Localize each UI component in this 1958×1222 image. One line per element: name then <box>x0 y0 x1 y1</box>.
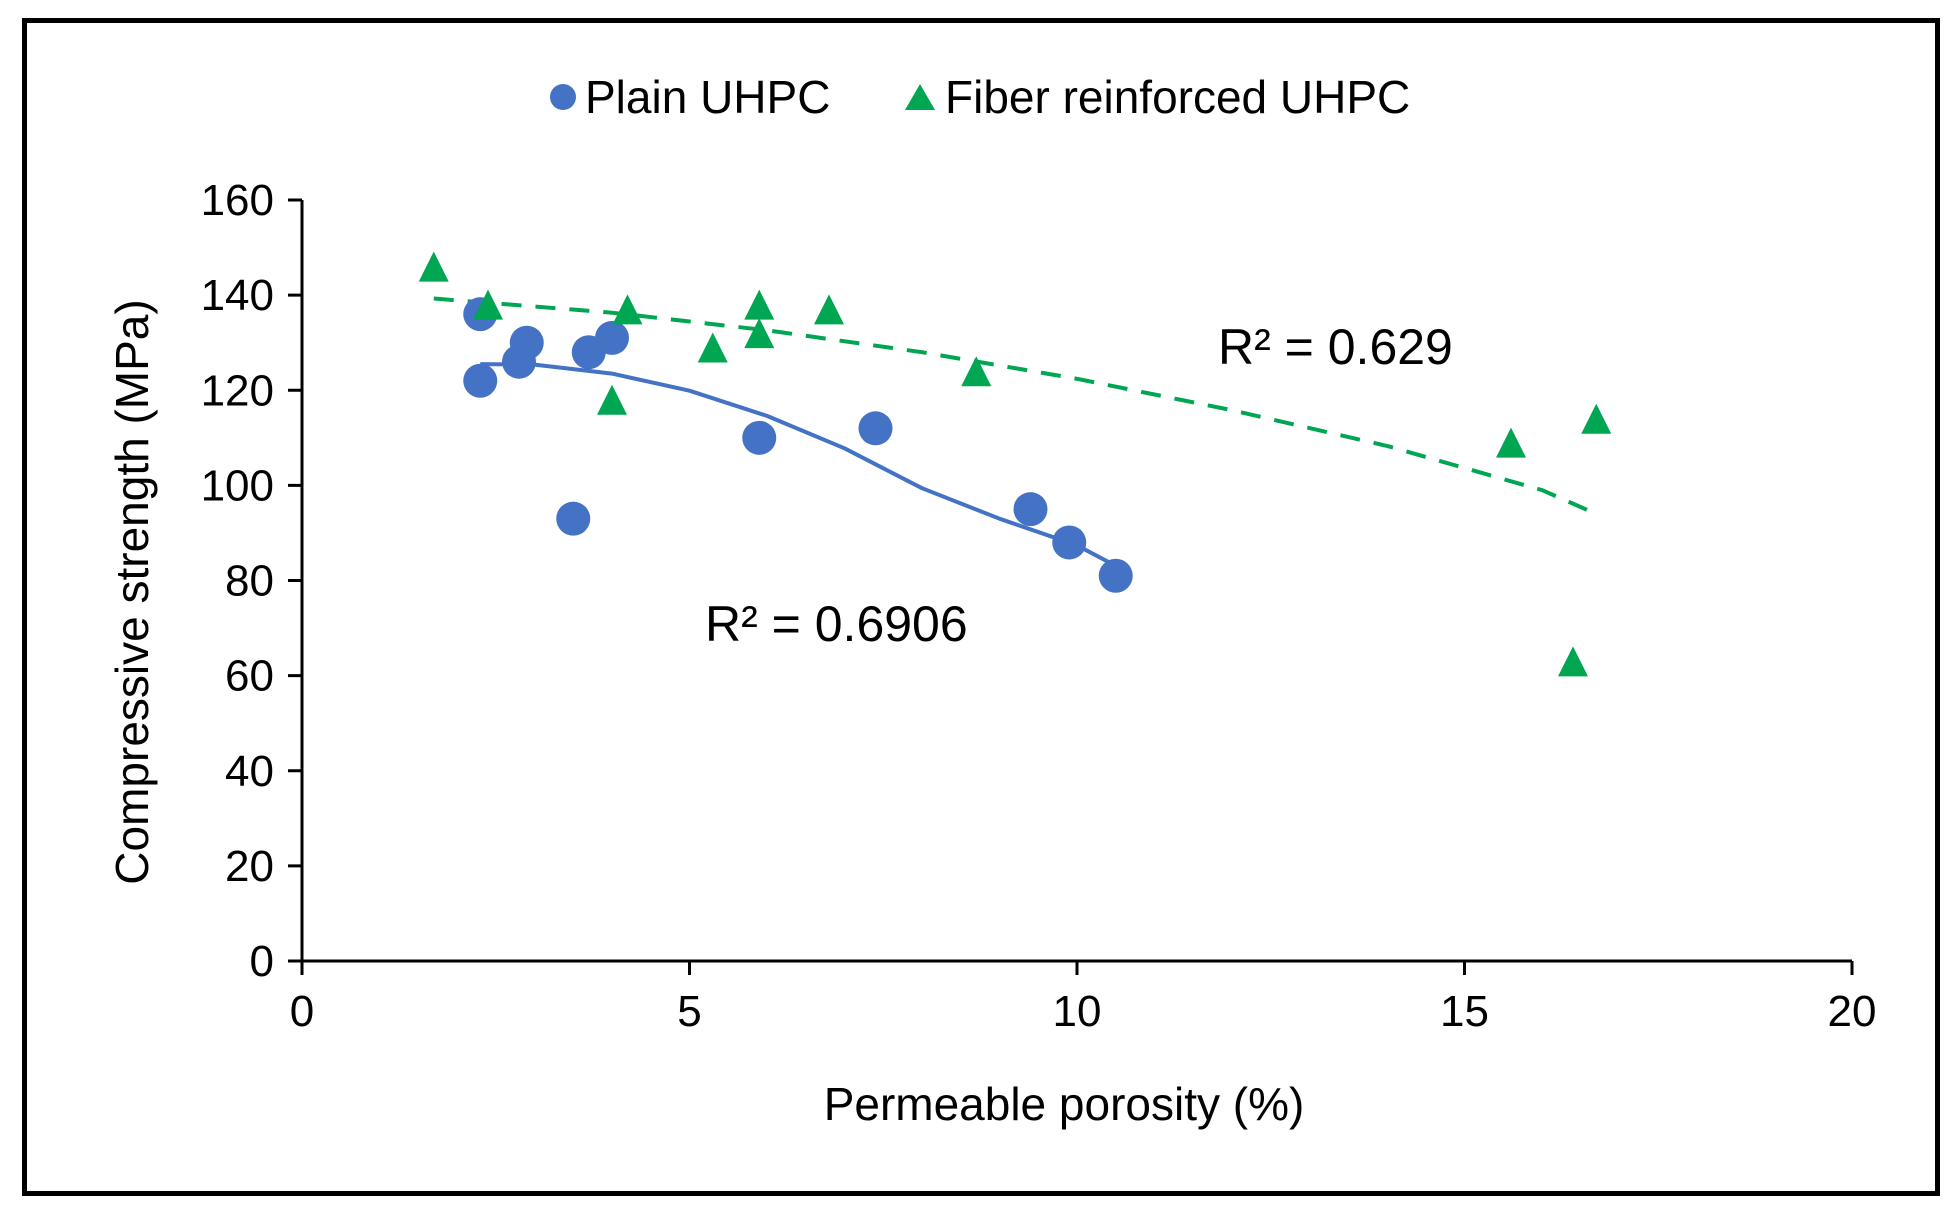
chart-frame <box>22 18 1940 1196</box>
legend-marker-fiber-uhpc <box>905 84 935 110</box>
x-tick-label: 20 <box>1828 987 1877 1036</box>
data-point-plain-uhpc <box>858 411 893 446</box>
legend-label-fiber-uhpc: Fiber reinforced UHPC <box>945 71 1410 123</box>
data-point-plain-uhpc <box>463 363 498 398</box>
data-point-fiber-uhpc <box>744 289 775 320</box>
axes <box>300 200 1852 963</box>
data-point-plain-uhpc <box>509 325 544 360</box>
y-tick-label: 60 <box>225 652 274 701</box>
data-point-fiber-uhpc <box>814 294 844 325</box>
data-point-plain-uhpc <box>1098 558 1133 593</box>
data-point-fiber-uhpc <box>597 384 627 415</box>
y-tick-label: 20 <box>225 842 274 891</box>
trendlines <box>433 296 1598 572</box>
data-points <box>418 251 1612 677</box>
data-point-plain-uhpc <box>742 420 777 455</box>
data-point-plain-uhpc <box>1052 525 1087 560</box>
data-point-plain-uhpc <box>556 501 591 536</box>
legend-marker-plain-uhpc <box>550 84 576 110</box>
y-tick-label: 0 <box>250 937 274 986</box>
data-point-fiber-uhpc <box>744 318 775 349</box>
trendline-fiber-uhpc <box>433 296 1598 516</box>
y-axis-title: Compressive strength (MPa) <box>106 299 158 884</box>
data-point-fiber-uhpc <box>961 356 992 387</box>
x-axis-ticks: 0 5 10 15 20 <box>290 961 1877 1036</box>
data-point-plain-uhpc <box>595 320 629 355</box>
legend: Plain UHPC Fiber reinforced UHPC <box>550 71 1410 123</box>
data-point-fiber-uhpc <box>473 289 503 320</box>
data-point-fiber-uhpc <box>1496 427 1526 458</box>
y-tick-label: 120 <box>201 366 274 415</box>
legend-label-plain-uhpc: Plain UHPC <box>585 71 830 123</box>
data-point-fiber-uhpc <box>418 251 449 282</box>
data-point-fiber-uhpc <box>612 294 643 325</box>
x-tick-label: 0 <box>290 987 314 1036</box>
y-axis-ticks: 0 20 40 60 80 100 120 140 160 <box>201 176 302 986</box>
r2-label-fiber-uhpc: R² = 0.629 <box>1218 319 1453 375</box>
data-point-fiber-uhpc <box>1558 646 1588 677</box>
data-point-fiber-uhpc <box>697 332 728 363</box>
trendline-plain-uhpc <box>480 362 1125 572</box>
y-tick-label: 80 <box>225 557 274 606</box>
y-tick-label: 40 <box>225 747 274 796</box>
x-axis-title: Permeable porosity (%) <box>824 1078 1305 1130</box>
y-tick-label: 100 <box>201 461 274 510</box>
r2-label-plain-uhpc: R² = 0.6906 <box>705 596 968 652</box>
x-tick-label: 10 <box>1053 987 1102 1036</box>
y-tick-label: 160 <box>201 176 274 225</box>
x-tick-label: 5 <box>677 987 701 1036</box>
x-tick-label: 15 <box>1440 987 1489 1036</box>
data-point-plain-uhpc <box>1013 492 1048 527</box>
data-point-fiber-uhpc <box>1581 403 1612 434</box>
y-tick-label: 140 <box>201 271 274 320</box>
